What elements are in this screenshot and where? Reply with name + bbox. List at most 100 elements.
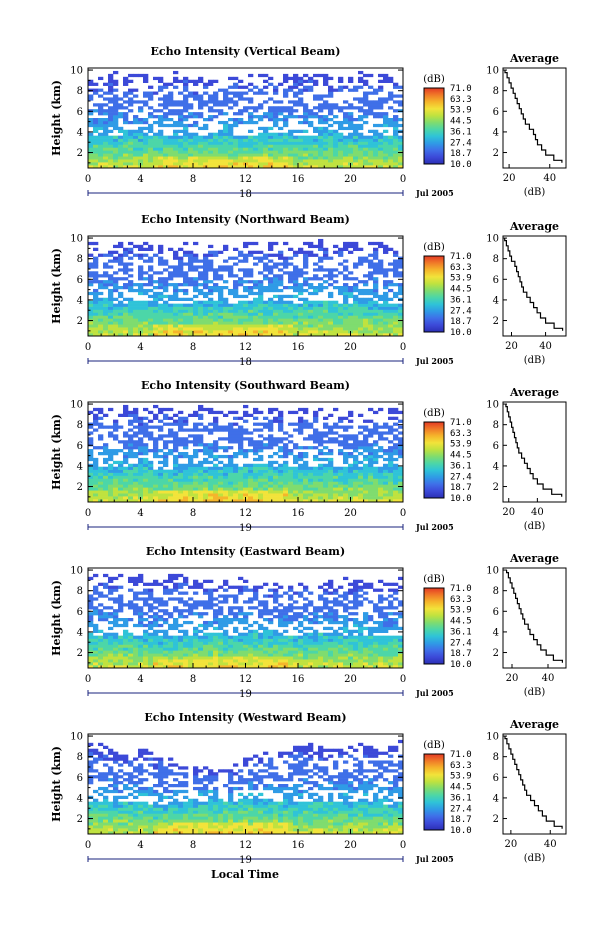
heatmap-cell [88,452,94,456]
heatmap-cell [88,153,94,157]
heatmap-cell [173,585,179,589]
heatmap-cell [248,463,254,467]
heatmap-cell [88,449,94,453]
heatmap-cell [268,147,274,151]
heatmap-cell [193,644,199,648]
heatmap-cell [208,312,214,316]
heatmap-cell [183,280,189,284]
heatmap-cell [388,493,394,497]
heatmap-cell [198,407,204,412]
heatmap-cell [233,144,239,148]
heatmap-cell [88,324,94,328]
heatmap-cell [173,76,179,81]
heatmap-cell [338,318,344,322]
heatmap-cell [103,449,109,453]
heatmap-cell [113,123,119,128]
heatmap-cell [218,478,224,482]
heatmap-cell [288,472,294,476]
heatmap-cell [388,318,394,322]
heatmap-cell [388,490,394,494]
heatmap-cell [393,291,399,296]
heatmap-cell [178,109,184,113]
heatmap-cell [203,291,209,296]
heatmap-cell [333,132,339,136]
heatmap-cell [148,620,154,625]
heatmap-cell [398,481,404,485]
heatmap-cell [203,123,209,128]
heatmap-cell [173,493,179,497]
heatmap-cell [123,635,129,639]
heatmap-cell [308,85,314,89]
heatmap-cell [243,419,249,423]
heatmap-cell [198,659,204,663]
heatmap-cell [243,454,249,459]
heatmap-cell [98,422,104,426]
heatmap-cell [213,138,219,142]
heatmap-cell [268,472,274,476]
heatmap-cell [108,106,114,110]
heatmap-cell [103,97,109,101]
heatmap-cell [353,454,359,459]
heatmap-cell [208,100,214,104]
heatmap-cell [243,449,249,453]
heatmap-cell [393,333,399,337]
heatmap-cell [123,653,129,657]
heatmap-cell [128,120,134,125]
heatmap-cell [88,300,94,304]
heatmap-cell [268,144,274,148]
heatmap-cell [238,434,244,438]
heatmap-cell [193,484,199,488]
heatmap-cell [123,100,129,104]
heatmap-cell [98,591,104,595]
heatmap-cell [313,306,319,310]
heatmap-cell [293,253,299,257]
heatmap-cell [263,277,269,281]
heatmap-cell [273,115,279,119]
heatmap-cell [233,454,239,459]
heatmap-cell [343,324,349,328]
heatmap-cell [183,641,189,645]
heatmap-cell [198,259,204,263]
heatmap-cell [398,129,404,133]
heatmap-cell [118,618,124,622]
heatmap-cell [338,138,344,142]
heatmap-cell [183,82,189,86]
heatmap-cell [238,159,244,163]
heatmap-cell [303,159,309,163]
heatmap-cell [113,600,119,604]
heatmap-cell [213,286,219,290]
heatmap-cell [128,496,134,500]
heatmap-cell [173,327,179,331]
heatmap-cell [358,490,364,494]
heatmap-cell [213,487,219,491]
heatmap-cell [153,333,159,337]
heatmap-cell [168,165,174,169]
heatmap-cell [103,156,109,160]
heatmap-cell [108,309,114,313]
heatmap-cell [388,262,394,266]
heatmap-cell [143,309,149,313]
heatmap-cell [118,291,124,296]
heatmap-cell [393,250,399,254]
heatmap-cell [388,475,394,479]
heatmap-cell [138,425,144,429]
heatmap-cell [148,126,154,131]
heatmap-cell [228,306,234,310]
heatmap-cell [173,286,179,290]
heatmap-cell [333,466,339,470]
heatmap-cell [313,440,319,444]
heatmap-cell [168,144,174,148]
heatmap-cell [208,135,214,139]
heatmap-cell [283,156,289,160]
heatmap-cell [303,112,309,116]
heatmap-cell [123,156,129,160]
heatmap-cell [238,490,244,494]
heatmap-cell [143,591,149,595]
heatmap-cell [318,150,324,154]
heatmap-cell [253,475,259,479]
heatmap-cell [273,288,279,293]
heatmap-cell [263,253,269,257]
heatmap-cell [273,440,279,444]
heatmap-cell [158,250,164,254]
heatmap-cell [358,144,364,148]
